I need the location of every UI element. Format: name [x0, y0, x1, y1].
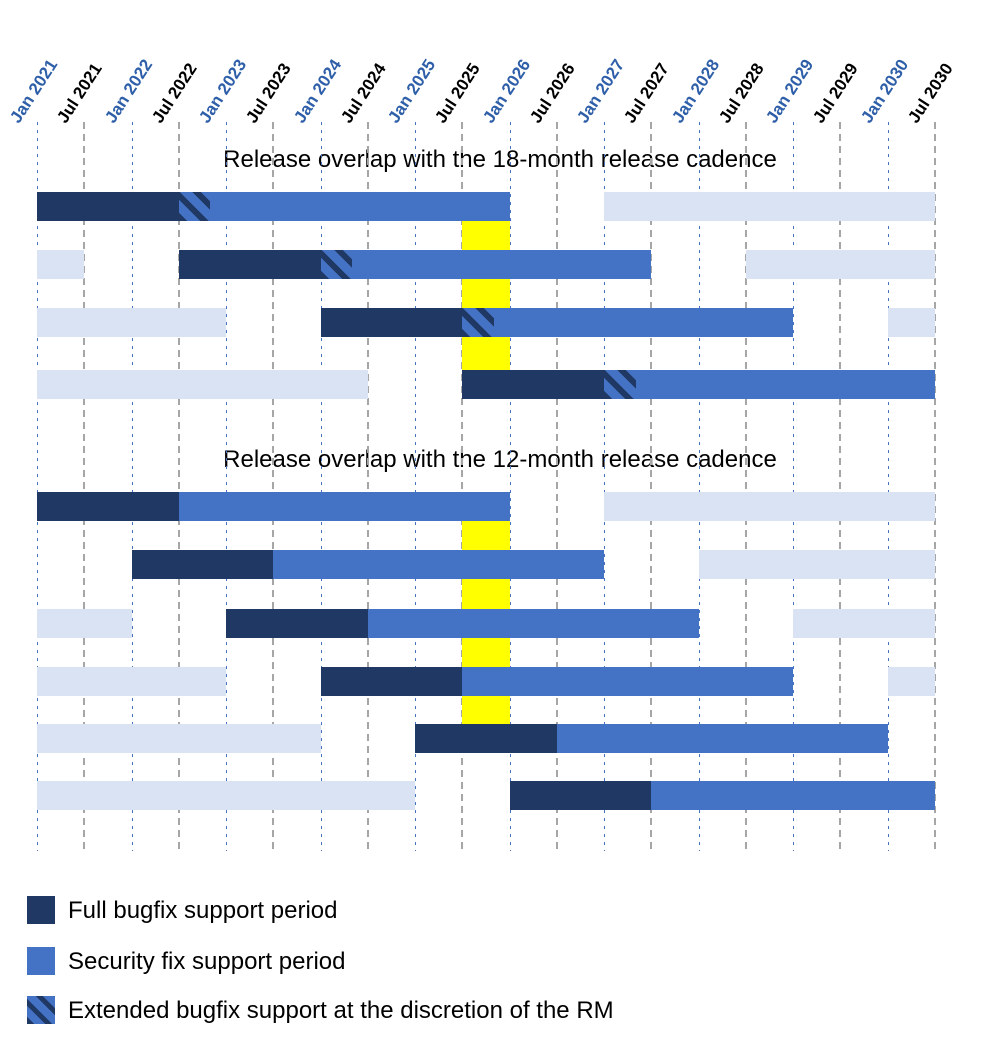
bar-segment-extended: [320, 250, 353, 279]
bar-segment-security: [367, 609, 699, 638]
bar-segment-ghost: [887, 667, 935, 696]
gridline-jan-2028: [698, 122, 700, 851]
gridline-jan-2021: [37, 122, 38, 851]
gridline-jul-2025: [461, 122, 464, 851]
release-timeline-plot: Release overlap with the 18-month releas…: [6, 56, 957, 851]
bar-segment-security: [273, 550, 605, 579]
legend-label-extended: Extended bugfix support at the discretio…: [68, 997, 614, 1024]
gridline-jul-2028: [744, 122, 747, 851]
bar-segment-extended: [462, 308, 494, 337]
axis-label-jul-2029: Jul 2029: [809, 59, 863, 127]
gridline-jan-2023: [226, 122, 228, 851]
bar-segment-full: [509, 781, 652, 810]
bar-segment-security: [352, 250, 652, 279]
section-title-12-month-cadence: Release overlap with the 12-month releas…: [223, 446, 777, 473]
bar-segment-full: [415, 724, 557, 753]
bar-segment-full: [131, 550, 274, 579]
gridline-jul-2023: [272, 122, 275, 851]
gridline-jan-2025: [415, 122, 417, 851]
legend-label-security: Security fix support period: [68, 948, 346, 975]
highlight-band-18-month: [462, 192, 510, 399]
axis-label-jul-2028: Jul 2028: [715, 59, 768, 127]
bar-segment-security: [178, 492, 510, 521]
axis-label-jul-2023: Jul 2023: [242, 59, 296, 127]
axis-label-jul-2022: Jul 2022: [148, 59, 201, 127]
bar-segment-ghost: [604, 492, 935, 521]
bar-segment-security: [635, 370, 935, 399]
bar-segment-full: [37, 492, 179, 521]
gridline-jan-2027: [604, 122, 606, 851]
gridline-jan-2030: [887, 122, 889, 851]
bar-segment-ghost: [887, 308, 935, 337]
gridline-jul-2029: [839, 122, 842, 851]
bar-segment-security: [651, 781, 935, 810]
bar-segment-ghost: [37, 370, 368, 399]
bar-segment-full: [37, 192, 179, 221]
axis-label-jul-2025: Jul 2025: [431, 59, 485, 127]
bar-segment-full: [462, 370, 605, 399]
legend-swatch-full: [27, 896, 55, 924]
gridline-jul-2027: [650, 122, 653, 851]
bar-segment-full: [178, 250, 321, 279]
bar-segment-full: [320, 308, 463, 337]
bar-segment-ghost: [37, 250, 85, 279]
gridline-jan-2029: [793, 122, 795, 851]
gridline-jan-2026: [509, 122, 511, 851]
bar-segment-ghost: [37, 667, 227, 696]
gridline-jul-2026: [555, 122, 558, 851]
bar-segment-security: [493, 308, 794, 337]
bar-segment-security: [210, 192, 510, 221]
bar-segment-ghost: [37, 724, 321, 753]
axis-label-jul-2021: Jul 2021: [53, 59, 106, 127]
bar-segment-ghost: [604, 192, 935, 221]
axis-label-jul-2024: Jul 2024: [337, 59, 390, 127]
bar-segment-ghost: [698, 550, 935, 579]
bar-segment-ghost: [745, 250, 935, 279]
gridline-jul-2024: [366, 122, 369, 851]
section-title-18-month-cadence: Release overlap with the 18-month releas…: [223, 146, 777, 173]
gridline-jul-2030: [934, 122, 936, 851]
bar-segment-security: [462, 667, 794, 696]
bar-segment-ghost: [37, 609, 132, 638]
gridline-jul-2022: [177, 122, 180, 851]
bar-segment-extended: [604, 370, 636, 399]
legend-label-full: Full bugfix support period: [68, 897, 338, 924]
gridline-jan-2022: [131, 122, 133, 851]
bar-segment-ghost: [37, 781, 416, 810]
bar-segment-full: [226, 609, 368, 638]
axis-label-jul-2026: Jul 2026: [526, 59, 579, 127]
legend: Full bugfix support period Security fix s…: [0, 870, 1000, 1058]
legend-swatch-extended: [27, 996, 55, 1024]
bar-segment-ghost: [37, 308, 227, 337]
gridline-jan-2024: [320, 122, 322, 851]
bar-segment-extended: [178, 192, 211, 221]
gridline-jul-2021: [83, 122, 86, 851]
axis-label-jul-2027: Jul 2027: [620, 59, 674, 127]
bar-segment-full: [320, 667, 463, 696]
legend-swatch-security: [27, 947, 55, 975]
axis-label-jul-2030: Jul 2030: [904, 59, 957, 127]
bar-segment-ghost: [793, 609, 935, 638]
bar-segment-security: [556, 724, 888, 753]
